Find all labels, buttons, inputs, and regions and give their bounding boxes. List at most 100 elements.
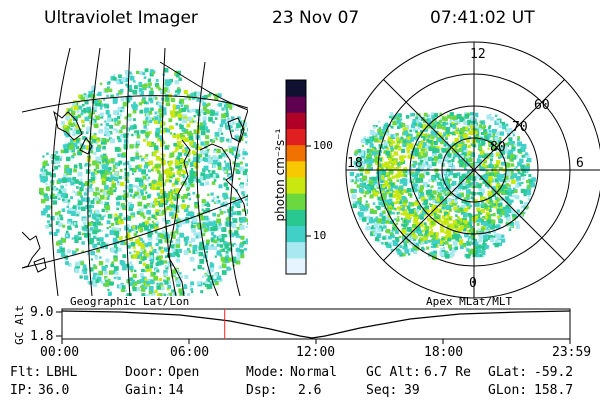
aurora-pixel — [138, 179, 144, 184]
aurora-pixel — [118, 161, 122, 165]
aurora-pixel — [128, 206, 134, 211]
aurora-pixel — [130, 212, 136, 218]
aurora-pixel — [397, 147, 402, 151]
aurora-pixel — [183, 151, 188, 156]
aurora-pixel — [416, 196, 419, 199]
aurora-pixel — [496, 171, 500, 175]
aurora-pixel — [206, 203, 211, 207]
aurora-pixel — [422, 124, 428, 130]
aurora-pixel — [78, 181, 83, 185]
aurora-pixel — [123, 144, 128, 149]
colorbar-tick-100: 100 — [313, 139, 333, 152]
aurora-pixel — [380, 195, 385, 200]
aurora-pixel — [225, 125, 231, 130]
aurora-pixel — [399, 155, 404, 160]
aurora-pixel — [430, 224, 434, 228]
aurora-pixel — [487, 133, 491, 138]
aurora-pixel — [78, 236, 82, 240]
aurora-pixel — [80, 195, 83, 198]
aurora-pixel — [44, 169, 48, 173]
aurora-pixel — [90, 176, 95, 181]
aurora-pixel — [162, 182, 166, 186]
aurora-pixel — [97, 170, 101, 174]
aurora-pixel — [133, 269, 137, 273]
aurora-pixel — [139, 237, 143, 241]
aurora-pixel — [148, 111, 153, 115]
aurora-pixel — [495, 131, 500, 136]
aurora-pixel — [66, 177, 72, 183]
aurora-pixel — [87, 201, 90, 204]
aurora-pixel — [235, 149, 241, 154]
time-label: 07:41:02 UT — [430, 8, 535, 28]
aurora-pixel — [445, 214, 448, 217]
aurora-pixel — [494, 114, 498, 118]
aurora-pixel — [121, 285, 126, 289]
aurora-pixel — [385, 217, 389, 221]
aurora-pixel — [406, 170, 411, 175]
aurora-pixel — [473, 241, 479, 247]
aurora-pixel — [132, 281, 138, 286]
aurora-pixel — [412, 211, 418, 217]
aurora-pixel — [130, 241, 136, 247]
aurora-pixel — [171, 183, 176, 187]
aurora-pixel — [392, 227, 396, 231]
aurora-pixel — [525, 153, 530, 158]
aurora-pixel — [70, 138, 74, 143]
aurora-pixel — [142, 195, 147, 200]
aurora-pixel — [95, 164, 99, 168]
aurora-pixel — [487, 224, 492, 228]
aurora-pixel — [352, 203, 357, 208]
aurora-pixel — [444, 240, 449, 245]
aurora-pixel — [97, 192, 100, 196]
aurora-pixel — [443, 132, 447, 136]
aurora-pixel — [430, 229, 434, 232]
aurora-pixel — [218, 235, 222, 239]
aurora-pixel — [61, 121, 65, 125]
aurora-pixel — [392, 224, 396, 228]
aurora-pixel — [109, 225, 112, 228]
aurora-pixel — [150, 258, 154, 263]
aurora-pixel — [132, 105, 138, 111]
aurora-pixel — [128, 117, 132, 122]
aurora-pixel — [112, 99, 118, 104]
aurora-pixel — [150, 107, 154, 111]
aurora-pixel — [133, 194, 137, 197]
aurora-pixel — [357, 204, 360, 207]
aurora-pixel — [450, 165, 456, 171]
aurora-pixel — [148, 93, 152, 97]
aurora-pixel — [155, 167, 160, 172]
aurora-pixel — [131, 279, 135, 284]
aurora-pixel — [427, 231, 432, 236]
aurora-pixel — [387, 210, 392, 215]
aurora-pixel — [120, 108, 125, 113]
aurora-pixel — [384, 218, 390, 224]
aurora-pixel — [73, 164, 78, 169]
aurora-pixel — [131, 226, 136, 231]
aurora-pixel — [196, 111, 201, 116]
aurora-pixel — [132, 254, 138, 259]
aurora-pixel — [387, 205, 392, 210]
aurora-pixel — [151, 214, 156, 219]
aurora-pixel — [177, 195, 181, 199]
aurora-pixel — [205, 217, 211, 223]
aurora-pixel — [159, 282, 164, 287]
aurora-pixel — [104, 201, 107, 204]
aurora-pixel — [228, 206, 234, 212]
aurora-pixel — [95, 247, 98, 250]
aurora-pixel — [62, 177, 66, 181]
aurora-pixel — [454, 144, 458, 148]
aurora-pixel — [204, 158, 208, 163]
aurora-pixel — [220, 132, 224, 135]
aurora-pixel — [75, 261, 81, 267]
aurora-pixel — [110, 94, 115, 99]
colorbar-segment — [286, 257, 306, 275]
aurora-pixel — [120, 181, 125, 187]
aurora-pixel — [419, 195, 422, 198]
aurora-pixel — [189, 164, 192, 168]
aurora-pixel — [459, 245, 464, 250]
aurora-pixel — [234, 168, 237, 171]
aurora-pixel — [115, 129, 120, 134]
aurora-pixel — [459, 162, 465, 168]
aurora-pixel — [454, 209, 459, 213]
aurora-pixel — [416, 132, 421, 137]
